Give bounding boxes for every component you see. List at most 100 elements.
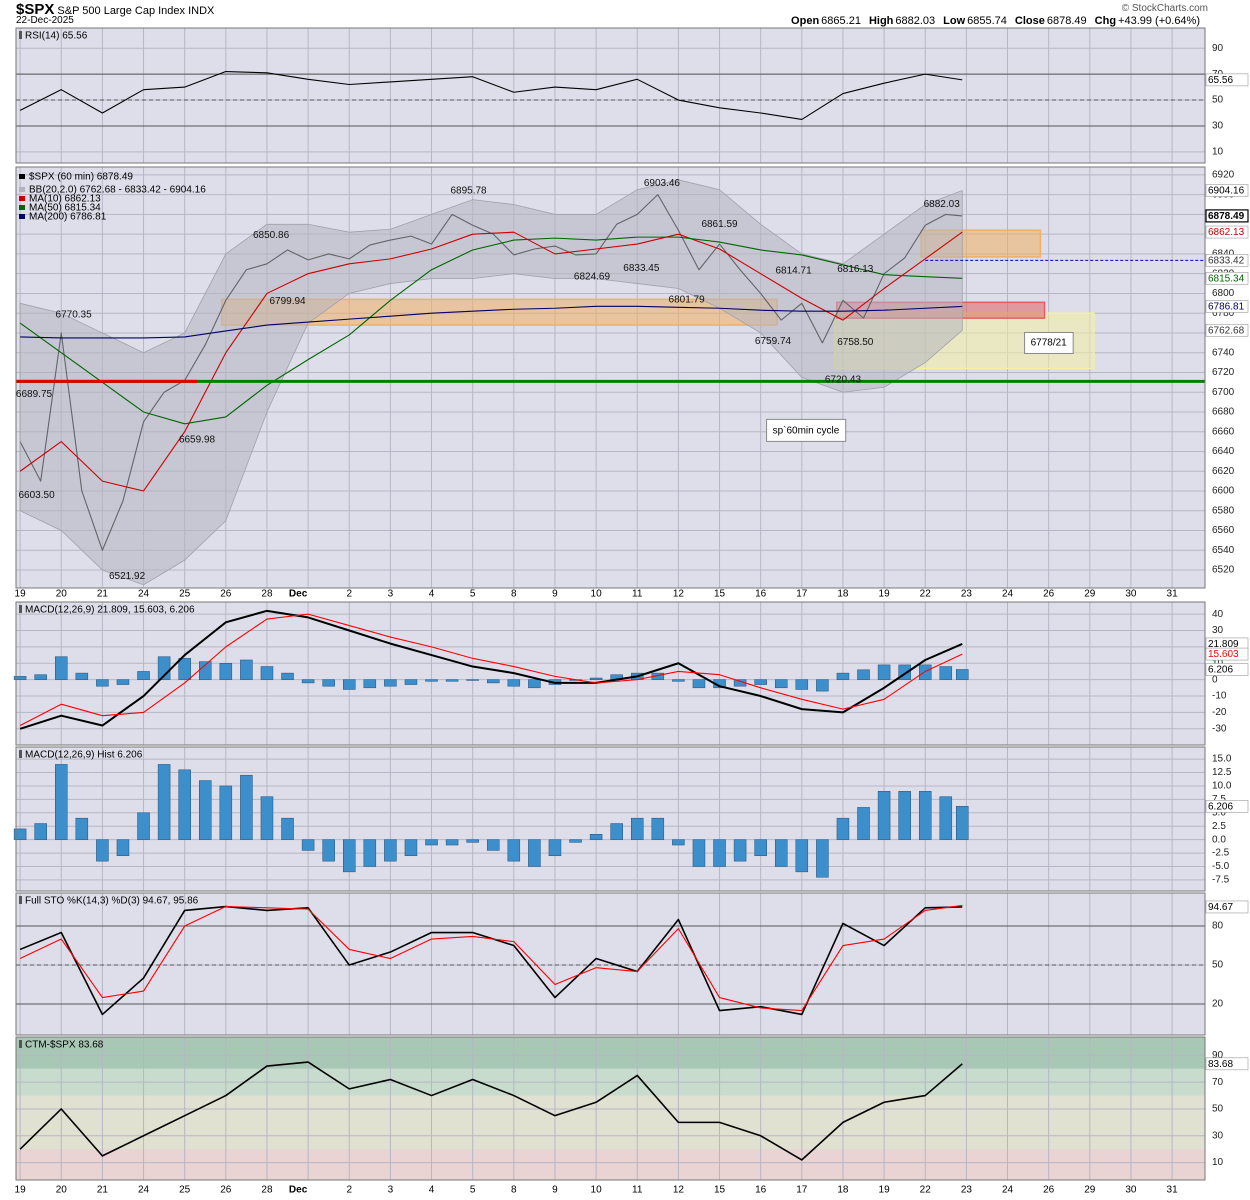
histogram-bar bbox=[672, 679, 685, 682]
y-tick-label: 10 bbox=[1212, 1157, 1224, 1168]
y-tick-label: 70 bbox=[1212, 1077, 1224, 1088]
date: 22-Dec-2025 bbox=[16, 15, 74, 26]
histogram-bar bbox=[466, 679, 479, 681]
price-annotation: 6816.13 bbox=[837, 264, 874, 275]
panel-bg bbox=[16, 893, 1205, 1035]
histogram-bar bbox=[301, 839, 315, 851]
value-tag: 6878.49 bbox=[1208, 211, 1245, 222]
x-tick-label: 31 bbox=[1167, 1185, 1179, 1196]
series-line bbox=[19, 609, 963, 730]
value-tag: 21.809 bbox=[1208, 639, 1239, 650]
x-tick-label: 26 bbox=[1043, 589, 1055, 600]
x-tick-label: 24 bbox=[138, 1185, 150, 1196]
value-tag-box bbox=[1205, 73, 1249, 87]
x-tick-label: 21 bbox=[97, 589, 109, 600]
y-tick-label: -20 bbox=[1212, 707, 1227, 718]
histogram-bar bbox=[507, 679, 521, 687]
x-tick-label: 30 bbox=[1125, 1185, 1137, 1196]
legend-entry: $SPX (60 min) 6878.49 bbox=[29, 172, 133, 183]
histogram-bar bbox=[178, 769, 191, 840]
value-tag-box bbox=[1205, 254, 1249, 267]
title-marker bbox=[19, 896, 22, 904]
x-tick-label: 4 bbox=[429, 589, 435, 600]
title-marker bbox=[19, 750, 22, 758]
histogram-bar bbox=[774, 839, 788, 867]
histogram-bar bbox=[528, 679, 541, 689]
exchange: INDX bbox=[188, 5, 215, 17]
value-tag: 6904.16 bbox=[1208, 186, 1245, 197]
x-tick-label: 21 bbox=[97, 1185, 109, 1196]
y-tick-label: 6540 bbox=[1212, 545, 1235, 556]
x-tick-label: 19 bbox=[879, 1185, 891, 1196]
histogram-bar bbox=[281, 817, 294, 840]
histogram-bar bbox=[116, 839, 130, 857]
histogram-bar bbox=[857, 807, 870, 840]
panel-border bbox=[15, 601, 1206, 746]
panel-title: Full STO %K(14,3) %D(3) 94.67, 95.86 bbox=[25, 896, 199, 907]
histogram-bar bbox=[219, 663, 233, 680]
panel-border bbox=[15, 166, 1206, 589]
y-tick-label: 6600 bbox=[1212, 486, 1235, 497]
panel-bg bbox=[16, 602, 1205, 745]
x-tick-label: Dec bbox=[289, 589, 308, 600]
value-tag-box bbox=[1205, 1057, 1249, 1071]
histogram-bar bbox=[754, 839, 767, 857]
histogram-bar bbox=[240, 659, 253, 680]
histogram-bar bbox=[816, 679, 829, 692]
price-annotation: 6833.45 bbox=[623, 263, 660, 274]
series-line bbox=[19, 70, 963, 121]
y-tick-label: 6840 bbox=[1212, 249, 1235, 260]
histogram-bar bbox=[384, 839, 397, 862]
histogram-bar bbox=[260, 796, 274, 840]
histogram-bar bbox=[857, 669, 870, 680]
quote-value: 6882.03 bbox=[895, 15, 936, 27]
panel-border bbox=[15, 1036, 1206, 1181]
histogram-bar bbox=[466, 839, 479, 843]
x-tick-label: 28 bbox=[261, 1185, 273, 1196]
x-tick-label: 19 bbox=[15, 589, 27, 600]
value-tag: 6815.34 bbox=[1208, 273, 1245, 284]
histogram-bar bbox=[425, 839, 438, 846]
histogram-bar bbox=[610, 823, 623, 840]
series-line bbox=[19, 231, 963, 492]
series-line bbox=[20, 305, 963, 339]
x-tick-label: 22 bbox=[920, 1185, 932, 1196]
price-annotation: 6759.74 bbox=[755, 336, 792, 347]
histogram-bar bbox=[692, 839, 706, 867]
x-tick-label: 12 bbox=[673, 1185, 685, 1196]
histogram-bar bbox=[425, 679, 438, 682]
histogram-bar bbox=[939, 666, 953, 680]
price-annotation: 6770.35 bbox=[56, 309, 93, 320]
value-tag-box bbox=[1205, 271, 1249, 285]
panel-bg bbox=[16, 747, 1205, 891]
histogram-bar bbox=[713, 839, 726, 867]
histogram-bar bbox=[528, 839, 541, 867]
price-annotation: 6603.50 bbox=[18, 490, 55, 501]
y-tick-label: 90 bbox=[1212, 43, 1224, 54]
x-tick-label: 18 bbox=[837, 1185, 849, 1196]
note-text: 6778/21 bbox=[1031, 337, 1068, 348]
value-tag: 94.67 bbox=[1208, 902, 1233, 913]
price-annotation: 6758.50 bbox=[837, 337, 874, 348]
y-tick-label: 40 bbox=[1212, 609, 1224, 620]
price-annotation: 6720.43 bbox=[825, 375, 862, 386]
legend-entry: BB(20,2.0) 6762.68 - 6833.42 - 6904.16 bbox=[29, 185, 206, 196]
y-tick-label: -30 bbox=[1212, 723, 1227, 734]
zone-band bbox=[16, 1095, 1205, 1150]
x-tick-label: 28 bbox=[261, 589, 273, 600]
quote-label: Low bbox=[943, 15, 966, 27]
x-tick-label: 15 bbox=[714, 589, 726, 600]
symbol-line: $SPX S&P 500 Large Cap Index INDX bbox=[16, 1, 214, 18]
y-tick-label: -10 bbox=[1212, 691, 1227, 702]
value-tag-box bbox=[1205, 800, 1249, 813]
y-tick-label: 50 bbox=[1212, 960, 1224, 971]
price-annotation: 6659.98 bbox=[179, 434, 216, 445]
histogram-bar bbox=[404, 839, 418, 857]
legend-entry: MA(50) 6815.34 bbox=[29, 203, 101, 214]
price-annotation: 6521.92 bbox=[109, 571, 146, 582]
panel-border bbox=[15, 892, 1206, 1036]
value-tag: 6833.42 bbox=[1208, 256, 1245, 267]
x-tick-label: 19 bbox=[15, 1185, 27, 1196]
x-tick-label: 29 bbox=[1084, 589, 1096, 600]
